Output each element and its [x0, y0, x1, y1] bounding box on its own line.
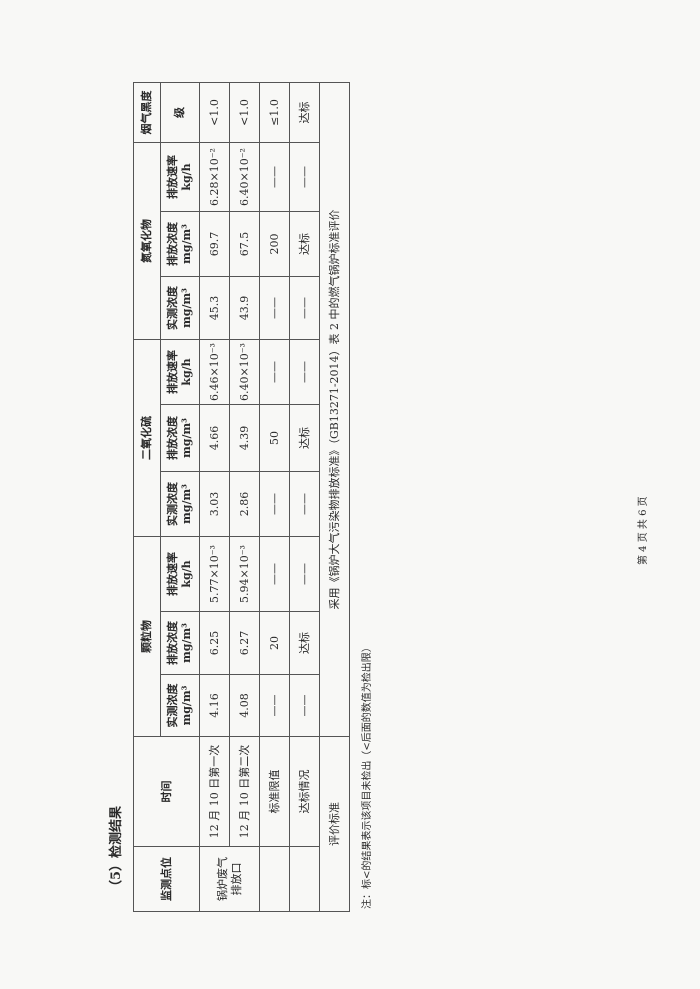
value-cell: 6.40×10⁻³: [229, 339, 260, 405]
time-cell: 达标情况: [289, 736, 320, 847]
value-cell: 达标: [289, 404, 320, 472]
value-cell: ——: [289, 339, 320, 405]
value-cell: 6.40×10⁻²: [229, 142, 260, 212]
value-cell: 20: [259, 611, 290, 675]
value-cell: ——: [289, 276, 320, 340]
subheader-unit: mg/m³: [180, 685, 193, 726]
subheader-unit: kg/h: [180, 163, 193, 191]
value-cell: 2.86: [229, 471, 260, 537]
subheader-unit: mg/m³: [180, 623, 193, 663]
subheader-emission_conc: 排放浓度 mg/m³: [160, 211, 200, 277]
group-so2: 二氧化硫: [133, 339, 161, 537]
value-cell: 45.3: [199, 276, 230, 340]
evaluation-text: 采用《锅炉大气污染物排放标准》（GB13271-2014）表 2 中的燃气锅炉标…: [319, 82, 350, 737]
value-cell: 67.5: [229, 211, 260, 277]
table-row: 达标情况 —— 达标 —— —— 达标 —— —— 达标 —— 达标: [289, 82, 320, 912]
subheader-emission_rate: 排放速率 kg/h: [160, 339, 200, 405]
value-cell: ≤1.0: [259, 82, 290, 143]
value-cell: ——: [259, 339, 290, 405]
subheader-label: 排放速率: [166, 552, 179, 596]
value-cell: ——: [289, 471, 320, 537]
value-cell: 达标: [289, 611, 320, 675]
value-cell: ——: [289, 536, 320, 612]
subheader-unit: mg/m³: [180, 288, 193, 328]
subheader-label: 排放浓度: [166, 415, 179, 460]
subheader-measured_conc: 实测浓度 mg/m³: [160, 674, 200, 737]
subheader-unit: mg/m³: [180, 418, 193, 458]
table-row: 标准限值 —— 20 —— —— 50 —— —— 200 —— ≤1.0: [259, 82, 290, 912]
subheader-unit: mg/m³: [180, 484, 193, 524]
results-table: 监测点位 时间 颗粒物 二氧化硫 氮氧化物 烟气黑度 实测浓度 mg/m³ 排放浓度…: [133, 82, 350, 912]
subheader-unit: kg/h: [180, 358, 193, 386]
value-cell: 5.94×10⁻³: [229, 536, 260, 612]
subheader-label: 排放速率: [166, 154, 179, 199]
group-smoke: 烟气黑度: [133, 82, 161, 143]
subheader-unit: kg/h: [180, 560, 193, 588]
value-cell: ——: [259, 536, 290, 612]
subheader-emission_conc: 排放浓度 mg/m³: [160, 611, 200, 675]
value-cell: ——: [259, 471, 290, 537]
value-cell: 4.16: [199, 674, 230, 737]
location-cell: 锅炉废气排放口: [199, 846, 260, 912]
header-time: 时间: [133, 736, 200, 847]
time-cell: 12 月 10 日第二次: [229, 736, 260, 847]
time-cell: 12 月 10 日第一次: [199, 736, 230, 847]
value-cell: <1.0: [199, 82, 230, 143]
value-cell: 达标: [289, 82, 320, 143]
table-row: 锅炉废气排放口 12 月 10 日第一次 4.16 6.25 5.77×10⁻³ 3.0…: [199, 82, 260, 912]
value-cell: 43.9: [229, 276, 260, 340]
subheader-emission_conc: 排放浓度 mg/m³: [160, 404, 200, 472]
group-particulate: 颗粒物: [133, 536, 161, 737]
empty-cell: [289, 846, 320, 912]
value-cell: ——: [259, 142, 290, 212]
footnote: 注：标<的结果表示该项目未检出（<后面的数值为检出限）: [362, 642, 373, 909]
value-cell: 200: [259, 211, 290, 277]
header-location: 监测点位: [133, 846, 200, 912]
value-cell: 6.46×10⁻³: [199, 339, 230, 405]
value-cell: 4.39: [229, 404, 260, 472]
subheader-unit: mg/m³: [180, 224, 193, 264]
value-cell: <1.0: [229, 82, 260, 143]
value-cell: ——: [289, 674, 320, 737]
subheader-emission_rate: 排放速率 kg/h: [160, 142, 200, 212]
group-nox: 氮氧化物: [133, 142, 161, 340]
subheader-label: 排放浓度: [166, 221, 179, 266]
value-cell: 达标: [289, 211, 320, 277]
evaluation-label: 评价标准: [319, 736, 350, 912]
subheader-label: 排放浓度: [166, 621, 179, 665]
subheader-measured_conc: 实测浓度 mg/m³: [160, 276, 200, 340]
header-row-groups: 监测点位 时间 颗粒物 二氧化硫 氮氧化物 烟气黑度: [133, 82, 200, 912]
value-cell: 4.08: [229, 674, 260, 737]
value-cell: 4.66: [199, 404, 230, 472]
table-row: 12 月 10 日第二次 4.08 6.27 5.94×10⁻³ 2.86 4.39 6.4…: [229, 82, 260, 911]
subheader-label: 排放速率: [166, 349, 179, 394]
value-cell: 6.27: [229, 611, 260, 675]
value-cell: 69.7: [199, 211, 230, 277]
value-cell: ——: [259, 276, 290, 340]
empty-cell: [259, 846, 290, 912]
section-title: （5）检测结果: [109, 805, 124, 893]
evaluation-row: 评价标准 采用《锅炉大气污染物排放标准》（GB13271-2014）表 2 中的…: [319, 82, 350, 912]
value-cell: 3.03: [199, 471, 230, 537]
value-cell: 6.28×10⁻²: [199, 142, 230, 212]
time-cell: 标准限值: [259, 736, 290, 847]
subheader-label: 实测浓度: [166, 683, 179, 728]
page-number: 第 4 页 共 6 页: [638, 496, 649, 565]
value-cell: ——: [259, 674, 290, 737]
subheader-label: 实测浓度: [166, 481, 179, 526]
subheader-label: 实测浓度: [166, 285, 179, 330]
subheader-measured_conc: 实测浓度 mg/m³: [160, 471, 200, 537]
subheader-emission_rate: 排放速率 kg/h: [160, 536, 200, 612]
value-cell: 6.25: [199, 611, 230, 675]
value-cell: 50: [259, 404, 290, 472]
value-cell: ——: [289, 142, 320, 212]
subheader-smoke-unit: 级: [160, 82, 200, 143]
value-cell: 5.77×10⁻³: [199, 536, 230, 612]
